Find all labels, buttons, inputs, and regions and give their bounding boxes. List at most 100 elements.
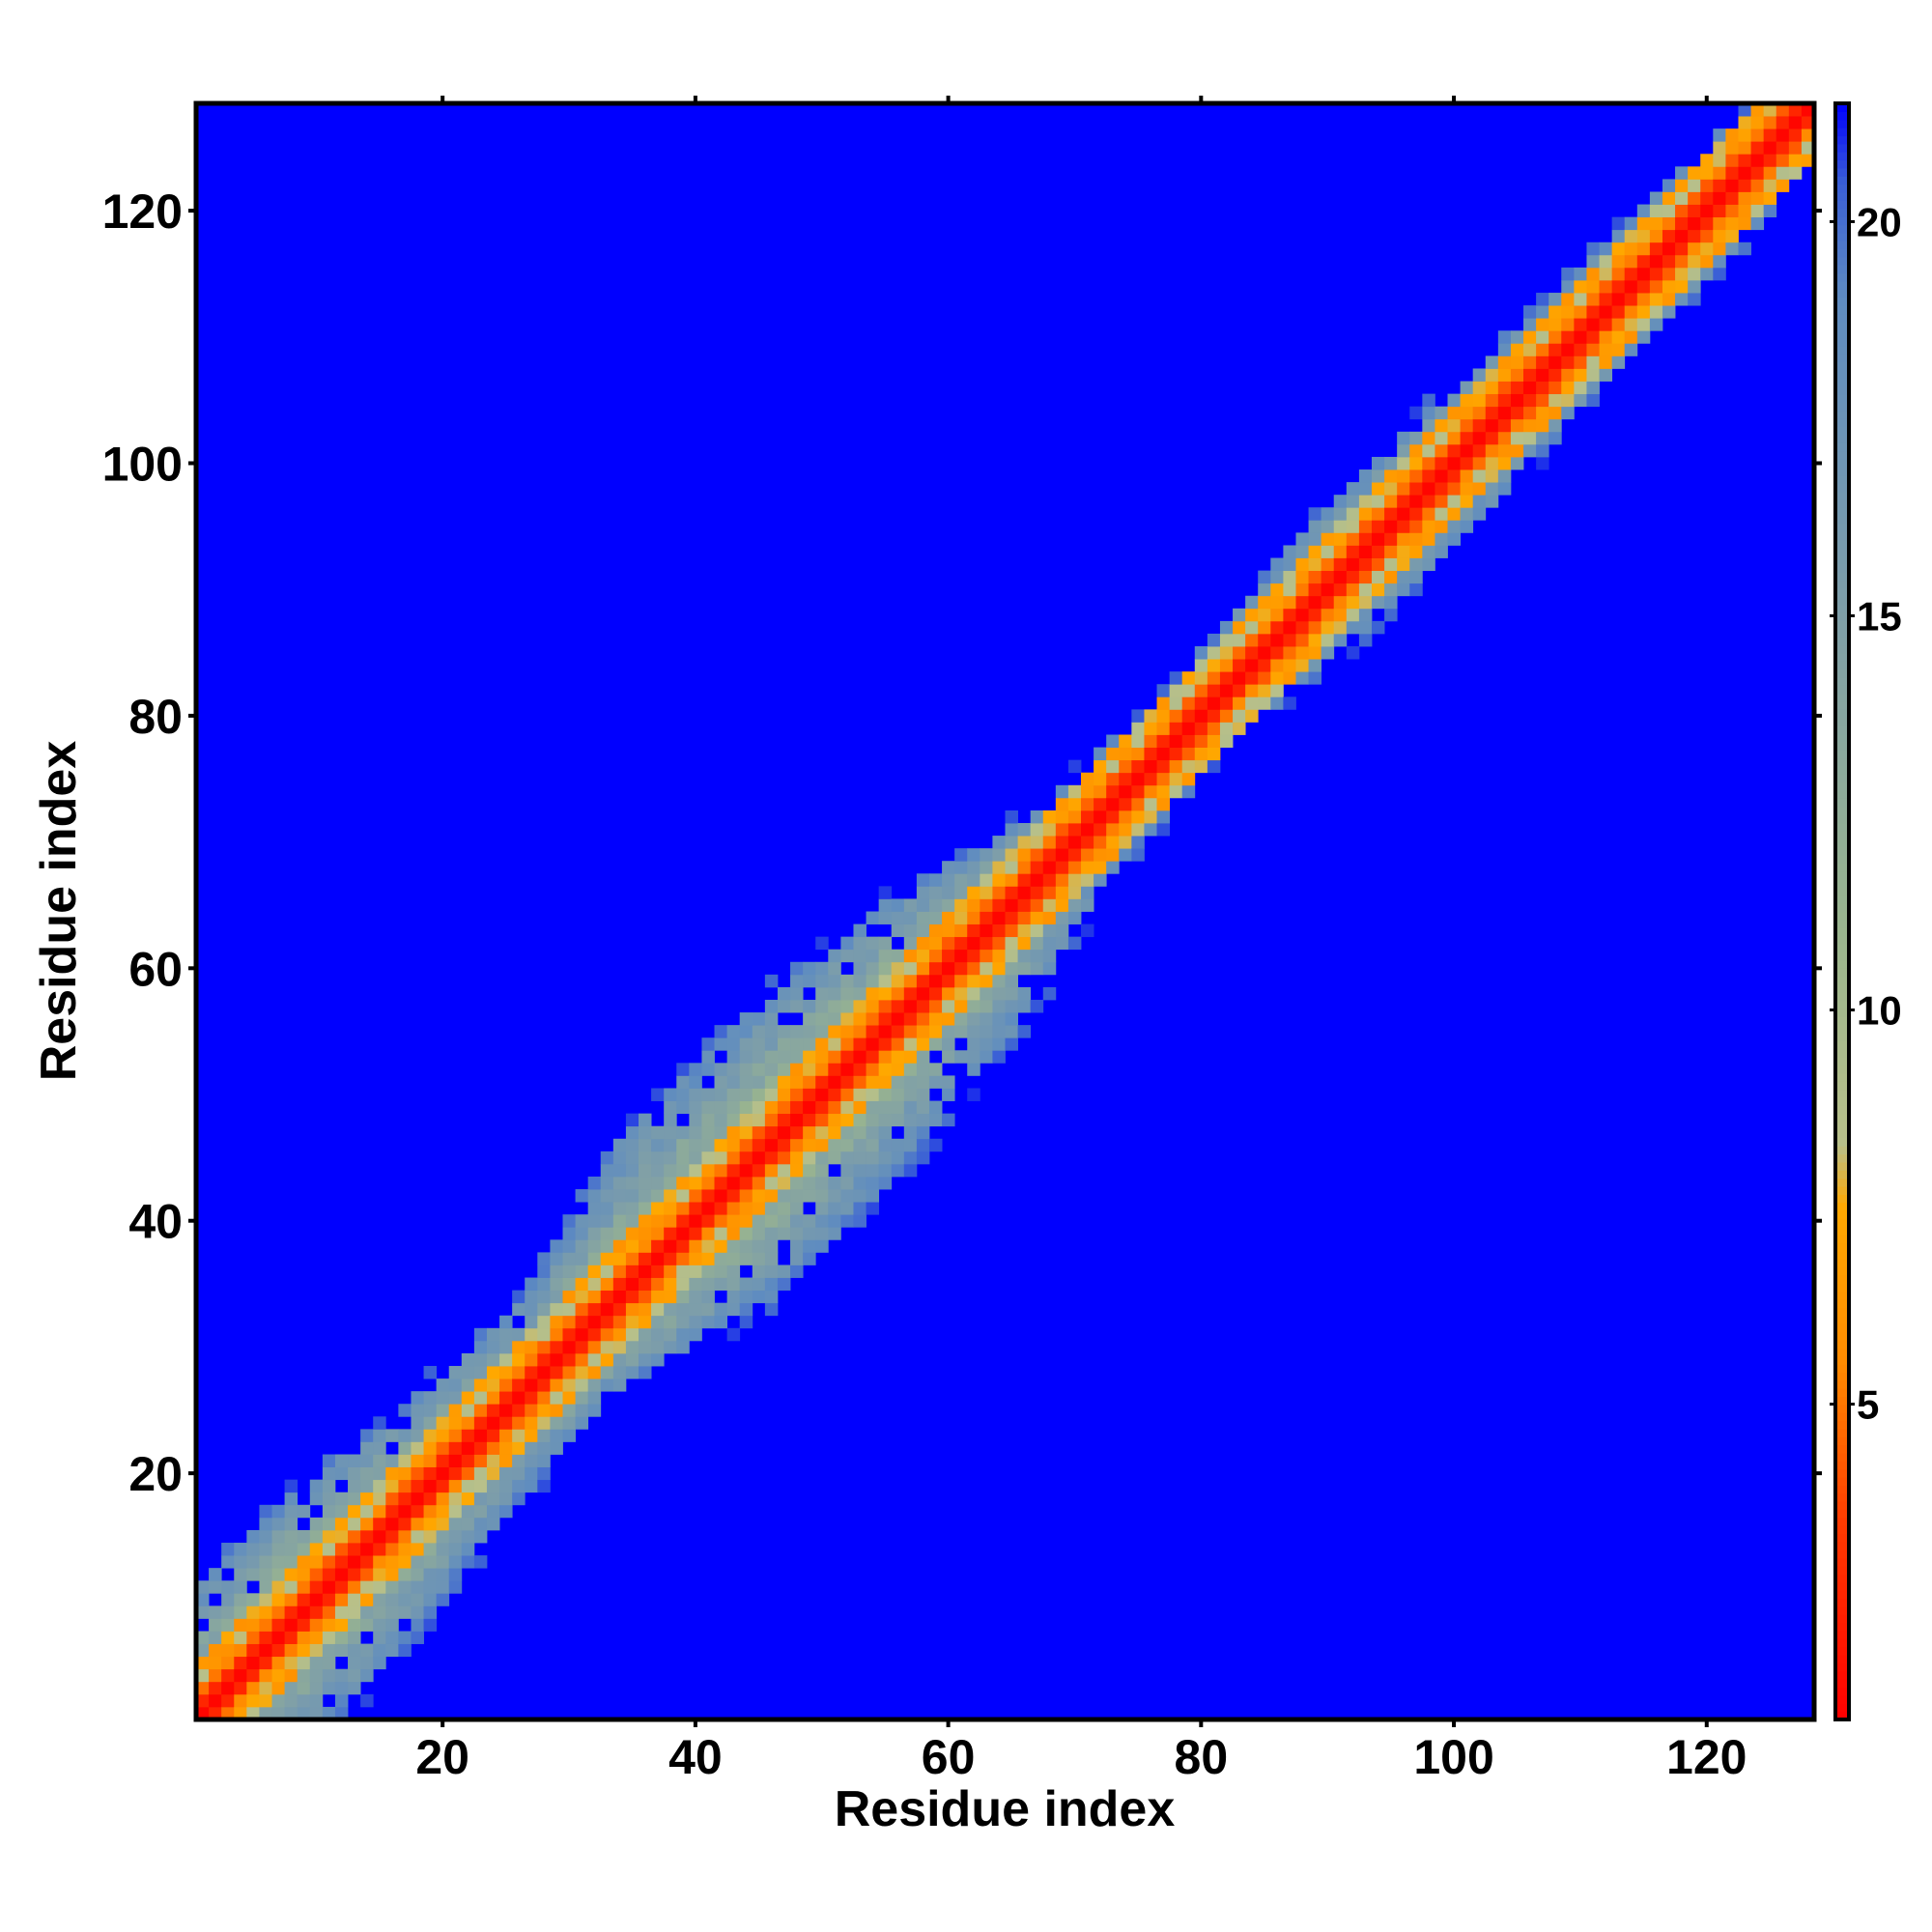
- heatmap-cell: [664, 1252, 677, 1265]
- heatmap-cell: [954, 999, 968, 1013]
- heatmap-cell: [853, 961, 867, 976]
- heatmap-cell: [1688, 166, 1701, 180]
- heatmap-cell: [499, 1492, 513, 1506]
- heatmap-cell: [1738, 242, 1751, 256]
- heatmap-cell: [373, 1656, 386, 1670]
- heatmap-cell: [1599, 355, 1613, 369]
- heatmap-cell: [297, 1580, 311, 1594]
- heatmap-cell: [903, 1063, 918, 1076]
- heatmap-cell: [828, 1025, 841, 1038]
- heatmap-cell: [651, 1239, 665, 1253]
- heatmap-cell: [651, 1264, 665, 1278]
- heatmap-cell: [639, 1277, 652, 1292]
- heatmap-cell: [1017, 848, 1032, 862]
- heatmap-cell: [348, 1643, 361, 1658]
- heatmap-cell: [473, 1504, 488, 1519]
- heatmap-cell: [1700, 204, 1714, 218]
- heatmap-cell: [1106, 759, 1120, 774]
- heatmap-cell: [1055, 886, 1069, 899]
- heatmap-cell: [297, 1656, 311, 1670]
- heatmap-cell: [1245, 620, 1259, 635]
- heatmap-cell: [1763, 191, 1777, 205]
- heatmap-cell: [309, 1693, 324, 1708]
- colorbar-tick-label: 10: [1857, 988, 1902, 1034]
- heatmap-cell: [1750, 128, 1765, 142]
- heatmap-cell: [411, 1529, 424, 1544]
- heatmap-cell: [1308, 595, 1322, 610]
- heatmap-cell: [891, 911, 905, 924]
- heatmap-cell: [866, 949, 880, 963]
- heatmap-cell: [423, 1416, 438, 1430]
- heatmap-cell: [726, 1025, 741, 1038]
- heatmap-cell: [1346, 620, 1360, 635]
- heatmap-cell: [1181, 734, 1196, 748]
- heatmap-cell: [334, 1618, 349, 1632]
- heatmap-cell: [803, 1037, 816, 1051]
- heatmap-cell: [752, 1025, 766, 1038]
- heatmap-cell: [1144, 734, 1157, 748]
- heatmap-cell: [828, 1075, 841, 1089]
- colorbar-segment: [1835, 192, 1849, 201]
- heatmap-cell: [1611, 216, 1626, 231]
- heatmap-cell: [1042, 986, 1057, 1001]
- colorbar-segment: [1835, 1339, 1849, 1349]
- heatmap-cell: [815, 986, 829, 1001]
- heatmap-cell: [903, 911, 918, 924]
- heatmap-cell: [866, 1100, 880, 1115]
- heatmap-cell: [916, 1063, 930, 1076]
- heatmap-cell: [1713, 229, 1726, 243]
- colorbar-segment: [1835, 1178, 1849, 1187]
- heatmap-cell: [689, 1214, 702, 1228]
- heatmap-cell: [284, 1492, 298, 1506]
- heatmap-cell: [1005, 1025, 1018, 1038]
- heatmap-cell: [1447, 482, 1461, 496]
- heatmap-cell: [967, 986, 980, 1001]
- heatmap-cell: [942, 898, 955, 912]
- heatmap-cell: [1409, 469, 1423, 483]
- x-axis-ticks: 20 40 60 80 100 120: [415, 96, 1747, 1784]
- heatmap-cell: [764, 1151, 779, 1165]
- heatmap-cell: [1435, 507, 1448, 521]
- heatmap-cell: [234, 1656, 247, 1670]
- heatmap-cell: [385, 1618, 399, 1632]
- heatmap-cell: [1397, 469, 1410, 483]
- heatmap-cell: [1346, 507, 1360, 521]
- heatmap-cell: [512, 1340, 526, 1354]
- heatmap-cell: [726, 1176, 741, 1190]
- heatmap-cell: [1700, 166, 1714, 180]
- heatmap-cell: [1713, 141, 1726, 155]
- heatmap-cell: [1725, 141, 1739, 155]
- heatmap-cell: [1422, 418, 1435, 433]
- heatmap-cell: [1460, 443, 1474, 458]
- heatmap-cell: [411, 1555, 424, 1569]
- heatmap-cell: [234, 1706, 247, 1720]
- heatmap-cell: [1030, 949, 1044, 963]
- heatmap-cell: [1144, 759, 1157, 774]
- heatmap-cell: [1472, 418, 1487, 433]
- colorbar-segment: [1835, 1670, 1849, 1680]
- heatmap-cell: [259, 1618, 272, 1632]
- heatmap-cell: [234, 1568, 247, 1581]
- colorbar-segment: [1835, 442, 1849, 452]
- heatmap-cell: [980, 936, 993, 951]
- heatmap-cell: [1358, 532, 1373, 546]
- colorbar-segment: [1835, 1242, 1849, 1252]
- heatmap-cell: [1788, 128, 1803, 142]
- heatmap-cell: [1321, 557, 1335, 571]
- heatmap-cell: [726, 1125, 741, 1140]
- heatmap-cell: [1435, 418, 1448, 433]
- colorbar-segment: [1835, 1363, 1849, 1373]
- heatmap-cell: [1586, 381, 1600, 395]
- colorbar-segment: [1835, 661, 1849, 670]
- heatmap-cell: [942, 911, 955, 924]
- heatmap-cell: [689, 1163, 702, 1178]
- colorbar-segment: [1835, 507, 1849, 517]
- heatmap-cell: [259, 1529, 272, 1544]
- heatmap-cell: [537, 1277, 551, 1292]
- heatmap-cell: [790, 1189, 804, 1203]
- heatmap-cell: [739, 1290, 753, 1304]
- heatmap-cell: [878, 1125, 893, 1140]
- heatmap-cell: [373, 1555, 386, 1569]
- heatmap-cell: [1333, 582, 1348, 597]
- heatmap-cell: [334, 1706, 349, 1720]
